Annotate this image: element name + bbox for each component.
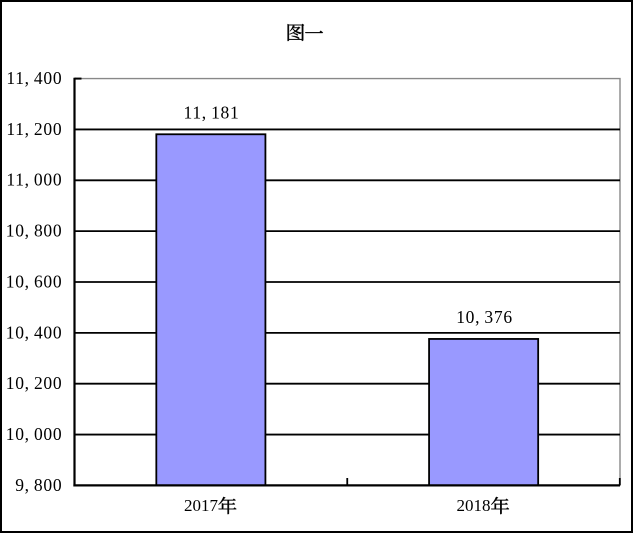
svg-text:2018: 2018 — [457, 496, 491, 515]
svg-text:10, 000: 10, 000 — [6, 424, 63, 444]
svg-text:10, 400: 10, 400 — [6, 322, 63, 342]
svg-text:9, 800: 9, 800 — [15, 475, 62, 495]
svg-text:10, 800: 10, 800 — [6, 221, 63, 241]
svg-text:11, 400: 11, 400 — [6, 68, 62, 88]
svg-text:11, 200: 11, 200 — [6, 119, 62, 139]
svg-text:10, 200: 10, 200 — [6, 373, 63, 393]
svg-text:10, 376: 10, 376 — [456, 307, 513, 327]
svg-text:11, 181: 11, 181 — [184, 103, 240, 123]
svg-text:10, 600: 10, 600 — [6, 271, 63, 291]
svg-text:2017: 2017 — [184, 496, 219, 515]
svg-text:11, 000: 11, 000 — [6, 170, 62, 190]
